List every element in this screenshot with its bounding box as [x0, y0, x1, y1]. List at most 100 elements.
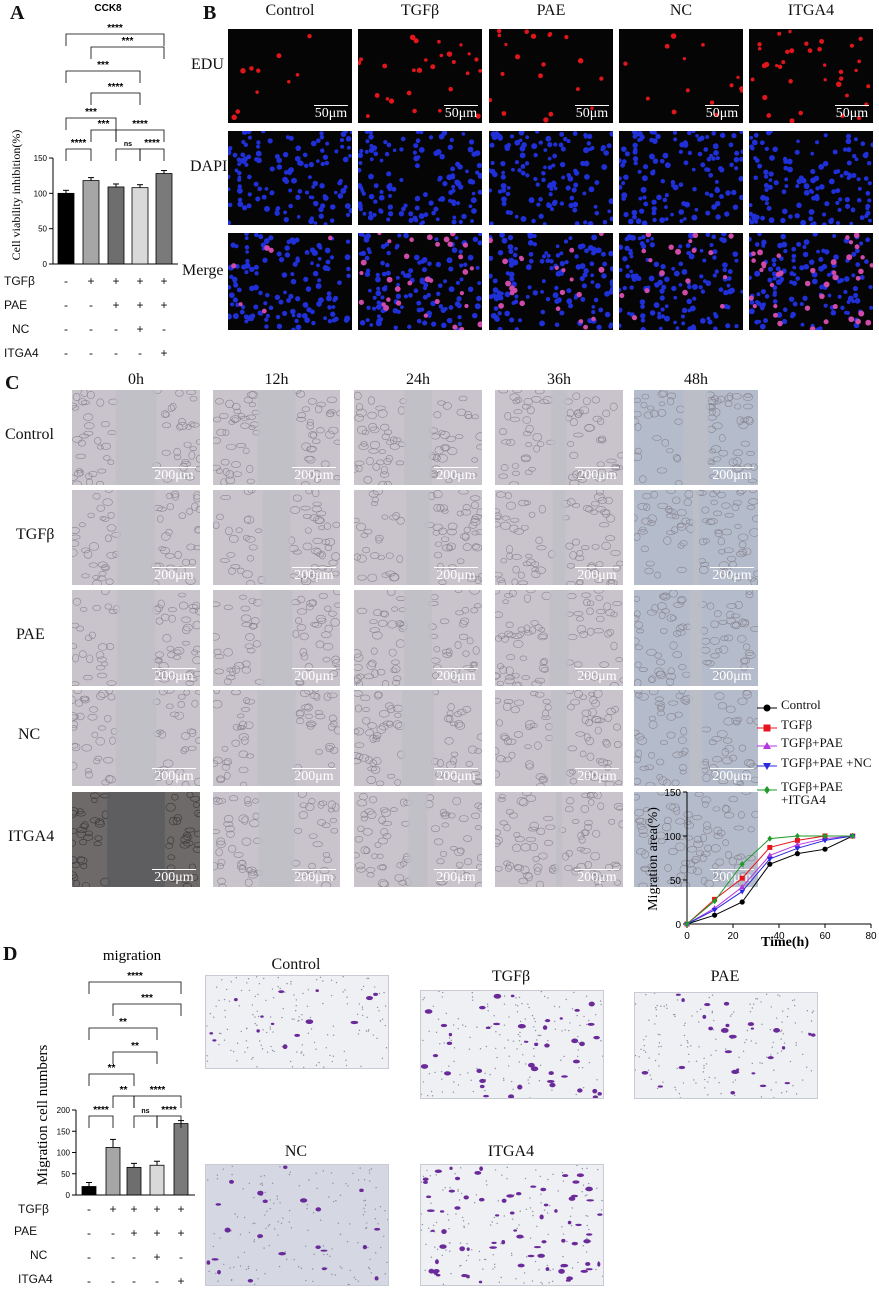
- wound-image: 200μm: [495, 690, 623, 786]
- bar: [149, 1164, 165, 1196]
- significance-bracket: [112, 1003, 182, 1016]
- data-point: [739, 861, 745, 868]
- xtick-label: 80: [865, 931, 877, 942]
- row-label: DAPI: [190, 158, 228, 175]
- fluorescence-image: [749, 131, 873, 225]
- wound-image: 200μm: [213, 390, 340, 485]
- significance-label: ***: [97, 60, 109, 71]
- significance-bracket: [115, 129, 165, 142]
- row-label: ITGA4: [8, 827, 55, 845]
- treatment-sign: +: [109, 1202, 117, 1216]
- scale-bar: 200μm: [434, 768, 478, 784]
- panel-label-b: B: [203, 2, 217, 24]
- scale-bar: 200μm: [434, 567, 478, 583]
- row-label-tgfb: TGFβ: [18, 1202, 49, 1216]
- significance-bracket: [90, 92, 141, 105]
- column-header: PAE: [536, 2, 566, 19]
- significance-label: ****: [144, 138, 160, 149]
- wound-image: 200μm: [354, 390, 482, 485]
- treatment-sign: -: [87, 1250, 91, 1264]
- scale-bar: 200μm: [292, 768, 336, 784]
- column-header: 48h: [684, 371, 708, 388]
- wound-image: 200μm: [354, 792, 482, 887]
- treatment-sign: -: [89, 322, 93, 336]
- row-label-pae: PAE: [4, 298, 28, 312]
- treatment-sign: +: [130, 1202, 138, 1216]
- wound-image: 200μm: [72, 590, 200, 686]
- ytick-label: 0: [43, 260, 48, 268]
- scale-bar: 50μm: [575, 105, 609, 121]
- data-point: [712, 912, 718, 918]
- treatment-sign: -: [87, 1202, 91, 1216]
- legend-label: TGFβ+PAE +ITGA4: [781, 779, 843, 807]
- significance-label: ****: [127, 971, 143, 982]
- data-point: [684, 921, 690, 927]
- treatment-sign: -: [162, 322, 166, 336]
- column-header: 12h: [264, 371, 289, 388]
- significance-bracket: [90, 129, 117, 142]
- treatment-sign: +: [177, 1226, 185, 1240]
- wound-image: 200μm: [354, 690, 482, 786]
- migration-treatment-table: TGFβ PAE NC ITGA4 - + + + + - - + + + - - - + - - - - - +: [14, 1202, 204, 1292]
- treatment-sign: +: [153, 1202, 161, 1216]
- treatment-sign: -: [155, 1274, 159, 1288]
- scale-bar: 200μm: [710, 467, 754, 483]
- cck8-chart: CCK8 Cell viability inhibition(%) 0 50 100…: [9, 3, 178, 268]
- treatment-sign: -: [111, 1226, 115, 1240]
- data-point: [712, 898, 718, 905]
- bar: [81, 1186, 97, 1196]
- migration-ylabel: Migration cell numbers: [35, 1044, 51, 1185]
- scale-bar: 200μm: [434, 467, 478, 483]
- fluorescence-image: [228, 233, 352, 330]
- scale-bar: 200μm: [152, 467, 196, 483]
- row-label-nc: NC: [30, 1248, 48, 1262]
- significance-bracket: [112, 1095, 135, 1108]
- significance-label: **: [108, 1063, 116, 1074]
- transwell-image: [205, 975, 389, 1069]
- bar: [173, 1123, 189, 1196]
- treatment-sign: +: [153, 1250, 161, 1264]
- wound-image: 200μm: [495, 390, 623, 485]
- scale-bar: 200μm: [575, 869, 619, 885]
- significance-bracket: [65, 117, 117, 130]
- xtick-label: 40: [773, 931, 785, 942]
- data-point: [766, 852, 773, 858]
- column-header: 24h: [406, 371, 430, 388]
- significance-label: ns: [141, 1108, 149, 1115]
- treatment-sign: -: [132, 1250, 136, 1264]
- data-point: [767, 844, 773, 850]
- significance-bracket: [65, 70, 141, 83]
- treatment-sign: -: [111, 1250, 115, 1264]
- cck8-treatment-table: TGFβ PAE NC ITGA4 - + + + + - - + + + - - - + - - - - - +: [4, 270, 194, 370]
- image-label: ITGA4: [487, 1143, 535, 1160]
- treatment-sign: -: [64, 346, 68, 360]
- treatment-sign: +: [160, 346, 168, 360]
- wound-image: 200μm: [213, 490, 340, 585]
- treatment-sign: -: [64, 298, 68, 312]
- significance-bracket: [65, 33, 165, 46]
- treatment-sign: -: [87, 1226, 91, 1240]
- data-point: [739, 889, 746, 895]
- treatment-sign: +: [136, 274, 144, 288]
- legend-label: Control: [781, 697, 821, 712]
- wound-image: 200μm: [72, 690, 200, 786]
- treatment-sign: +: [130, 1226, 138, 1240]
- wound-image: 200μm: [634, 590, 758, 686]
- data-point: [739, 899, 745, 905]
- data-point: [767, 861, 773, 867]
- ytick-label: 50: [61, 1170, 70, 1179]
- ytick-label: 200: [57, 1106, 71, 1115]
- scale-bar: 200μm: [152, 668, 196, 684]
- row-label-tgfb: TGFβ: [4, 274, 35, 288]
- scale-bar: 200μm: [575, 467, 619, 483]
- significance-label: ***: [85, 107, 97, 118]
- ytick-label: 100: [57, 1149, 71, 1158]
- data-point: [822, 833, 828, 839]
- significance-label: **: [119, 1017, 127, 1028]
- wound-image: 200μm: [72, 390, 200, 485]
- ytick-label: 150: [57, 1127, 71, 1136]
- fluorescence-image: [749, 233, 873, 330]
- treatment-sign: -: [64, 274, 68, 288]
- transwell-image: [205, 1164, 389, 1286]
- image-label: Control: [271, 956, 321, 973]
